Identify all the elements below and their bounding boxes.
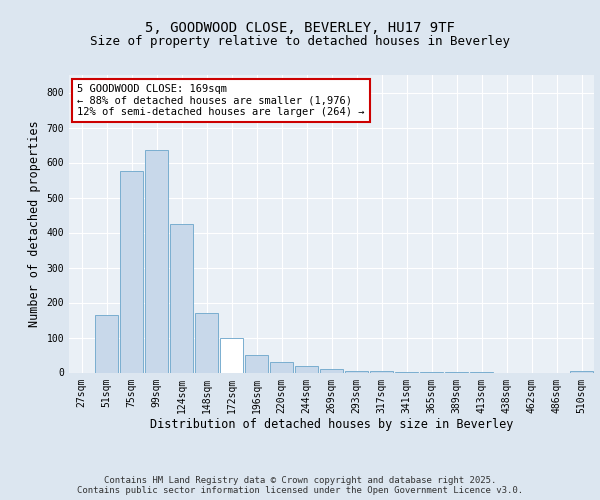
Bar [145,150,168,372]
Bar [295,366,318,372]
Bar [170,224,193,372]
X-axis label: Distribution of detached houses by size in Beverley: Distribution of detached houses by size … [150,418,513,431]
Bar [120,171,143,372]
Bar [95,315,118,372]
Bar [245,355,268,372]
Bar [320,369,343,372]
Bar [195,313,218,372]
Text: Size of property relative to detached houses in Beverley: Size of property relative to detached ho… [90,34,510,48]
Text: 5 GOODWOOD CLOSE: 169sqm
← 88% of detached houses are smaller (1,976)
12% of sem: 5 GOODWOOD CLOSE: 169sqm ← 88% of detach… [77,84,364,117]
Bar [270,362,293,372]
Y-axis label: Number of detached properties: Number of detached properties [28,120,41,327]
Text: Contains HM Land Registry data © Crown copyright and database right 2025.
Contai: Contains HM Land Registry data © Crown c… [77,476,523,495]
Bar [220,338,243,372]
Bar [345,371,368,372]
Text: 5, GOODWOOD CLOSE, BEVERLEY, HU17 9TF: 5, GOODWOOD CLOSE, BEVERLEY, HU17 9TF [145,20,455,34]
